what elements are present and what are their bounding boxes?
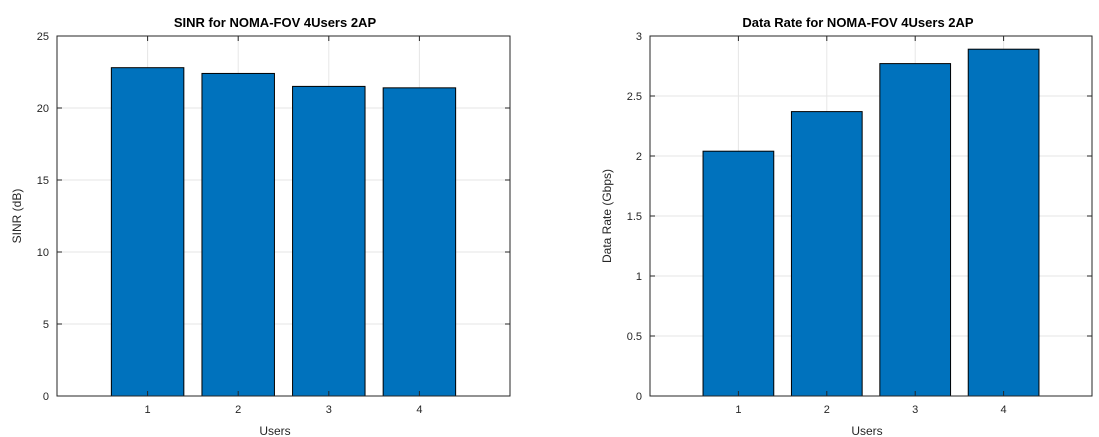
y-axis-label: SINR (dB) (10, 189, 24, 244)
x-tick-label: 4 (416, 404, 422, 416)
y-tick-label: 1 (636, 271, 642, 283)
x-tick-label: 1 (145, 404, 151, 416)
x-tick-label: 1 (735, 404, 741, 416)
y-tick-label: 2 (636, 151, 642, 163)
sinr-chart: SINR for NOMA-FOV 4Users 2AP SINR (dB) U… (10, 15, 511, 437)
y-tick-label: 15 (37, 175, 49, 187)
bar-user-3 (292, 85, 366, 397)
x-tick-label: 3 (912, 404, 918, 416)
y-tick-label: 3 (636, 31, 642, 43)
y-tick-label: 0 (636, 391, 642, 403)
y-tick-label: 0.5 (627, 331, 642, 343)
y-tick-label: 1.5 (627, 211, 642, 223)
bar-user-4 (967, 48, 1040, 397)
axes-box (649, 35, 1093, 397)
x-tick-label: 3 (326, 404, 332, 416)
bar-user-1 (110, 67, 185, 397)
y-tick-label: 0 (43, 391, 49, 403)
bar-user-2 (790, 111, 863, 397)
bar-user-1 (702, 150, 775, 397)
y-tick-label: 20 (37, 103, 49, 115)
bar-user-3 (879, 63, 952, 397)
y-axis-label: Data Rate (Gbps) (600, 169, 614, 263)
x-axis-label: Users (259, 424, 290, 437)
x-tick-label: 2 (824, 404, 830, 416)
x-tick-label: 4 (1001, 404, 1007, 416)
chart-title: Data Rate for NOMA-FOV 4Users 2AP (742, 15, 973, 30)
y-tick-label: 5 (43, 319, 49, 331)
data-rate-chart: Data Rate for NOMA-FOV 4Users 2AP Data R… (600, 15, 1093, 437)
chart-title: SINR for NOMA-FOV 4Users 2AP (174, 15, 377, 30)
bar-user-4 (382, 87, 457, 397)
y-tick-label: 2.5 (627, 91, 642, 103)
y-tick-label: 10 (37, 247, 49, 259)
axes-box (56, 35, 511, 397)
x-tick-label: 2 (235, 404, 241, 416)
bar-user-2 (201, 72, 275, 397)
y-tick-label: 25 (37, 31, 49, 43)
x-axis-label: Users (851, 424, 882, 437)
